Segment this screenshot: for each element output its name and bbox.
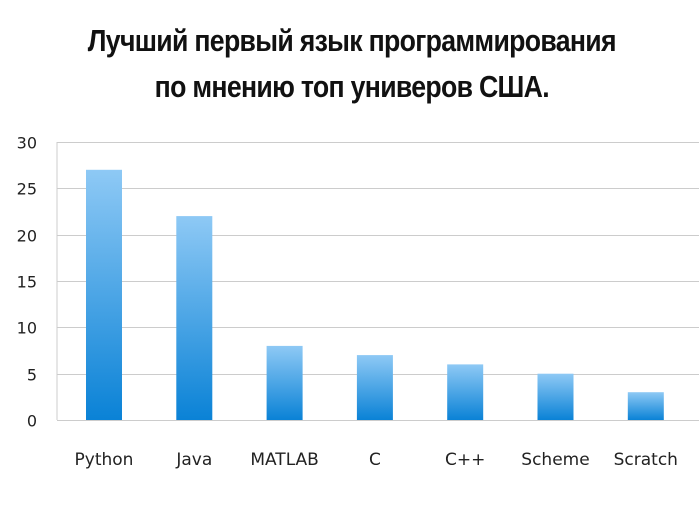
x-category-label: MATLAB bbox=[250, 450, 319, 470]
y-tick-label: 30 bbox=[17, 134, 37, 153]
bars bbox=[86, 169, 664, 420]
y-tick-label: 0 bbox=[27, 412, 37, 431]
x-category-label: Python bbox=[75, 450, 134, 470]
x-category-label: Scheme bbox=[521, 450, 589, 470]
chart-title: Лучший первый язык программирования по м… bbox=[51, 18, 652, 110]
y-tick-label: 25 bbox=[17, 180, 37, 199]
bar-scratch bbox=[627, 392, 664, 420]
y-axis-tick-labels: 0 5 10 15 20 25 30 bbox=[17, 134, 37, 431]
bar-cplusplus bbox=[447, 364, 484, 420]
y-tick-label: 10 bbox=[17, 319, 37, 338]
x-category-label: C bbox=[369, 450, 381, 470]
y-tick-label: 15 bbox=[17, 273, 37, 292]
bar-matlab bbox=[266, 345, 303, 420]
bar-python bbox=[86, 169, 122, 420]
bar-java bbox=[176, 216, 213, 420]
x-axis-category-labels: Python Java MATLAB C C++ Scheme Scratch bbox=[75, 450, 678, 470]
x-category-label: Java bbox=[175, 450, 212, 470]
y-tick-label: 5 bbox=[27, 366, 37, 385]
bar-c bbox=[356, 355, 393, 420]
x-category-label: Scratch bbox=[614, 450, 678, 470]
chart-title-line-1: Лучший первый язык программирования bbox=[87, 23, 617, 58]
x-category-label: C++ bbox=[445, 450, 485, 470]
bar-scheme bbox=[537, 373, 574, 420]
y-tick-label: 20 bbox=[17, 227, 37, 246]
chart-title-line-2: по мнению топ универов США. bbox=[154, 69, 550, 104]
